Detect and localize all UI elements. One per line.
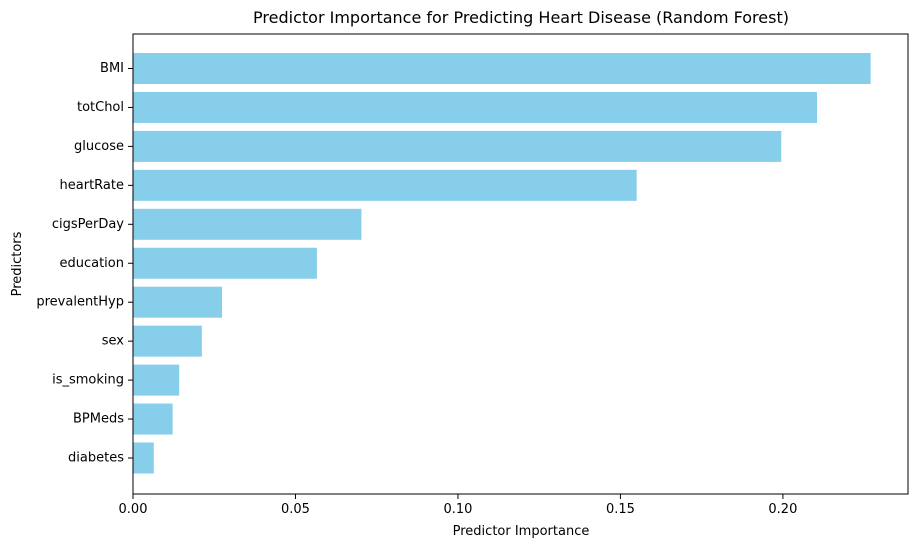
y-tick-label-bpmeds: BPMeds <box>73 412 124 427</box>
bar-sex <box>133 325 202 357</box>
bars-group <box>133 53 871 474</box>
x-tick-label: 0.10 <box>443 502 472 517</box>
x-tick-label: 0.15 <box>606 502 635 517</box>
x-tick-label: 0.00 <box>119 502 148 517</box>
x-ticks-group: 0.00 0.05 0.10 0.15 0.20 <box>119 494 797 517</box>
bar-totchol <box>133 91 818 123</box>
y-tick-label-totchol: totChol <box>77 100 124 115</box>
y-tick-label-diabetes: diabetes <box>68 451 124 466</box>
bar-education <box>133 247 317 279</box>
y-axis-label: Predictors <box>10 231 25 296</box>
y-tick-label-prevalenthyp: prevalentHyp <box>36 295 124 310</box>
bar-diabetes <box>133 442 154 474</box>
chart-title: Predictor Importance for Predicting Hear… <box>253 8 789 27</box>
bar-glucose <box>133 130 782 162</box>
y-tick-label-heartrate: heartRate <box>60 178 124 193</box>
bar-bmi <box>133 53 871 84</box>
bar-prevalenthyp <box>133 286 223 318</box>
x-axis-label: Predictor Importance <box>453 524 590 539</box>
bar-is-smoking <box>133 364 180 396</box>
bar-cigsperday <box>133 208 362 240</box>
y-tick-label-glucose: glucose <box>74 139 124 154</box>
plot-frame <box>132 33 909 495</box>
y-tick-label-sex: sex <box>102 334 125 349</box>
y-tick-label-cigsperday: cigsPerDay <box>52 217 124 232</box>
y-ticks-group: BMI totChol glucose heartRate cigsPerDay educ… <box>36 61 133 466</box>
y-tick-label-bmi: BMI <box>100 61 124 76</box>
x-tick-label: 0.05 <box>281 502 310 517</box>
y-tick-label-is-smoking: is_smoking <box>52 373 124 388</box>
bar-heartrate <box>133 169 637 201</box>
y-tick-label-education: education <box>59 256 124 271</box>
bar-bpmeds <box>133 403 173 435</box>
x-tick-label: 0.20 <box>768 502 797 517</box>
